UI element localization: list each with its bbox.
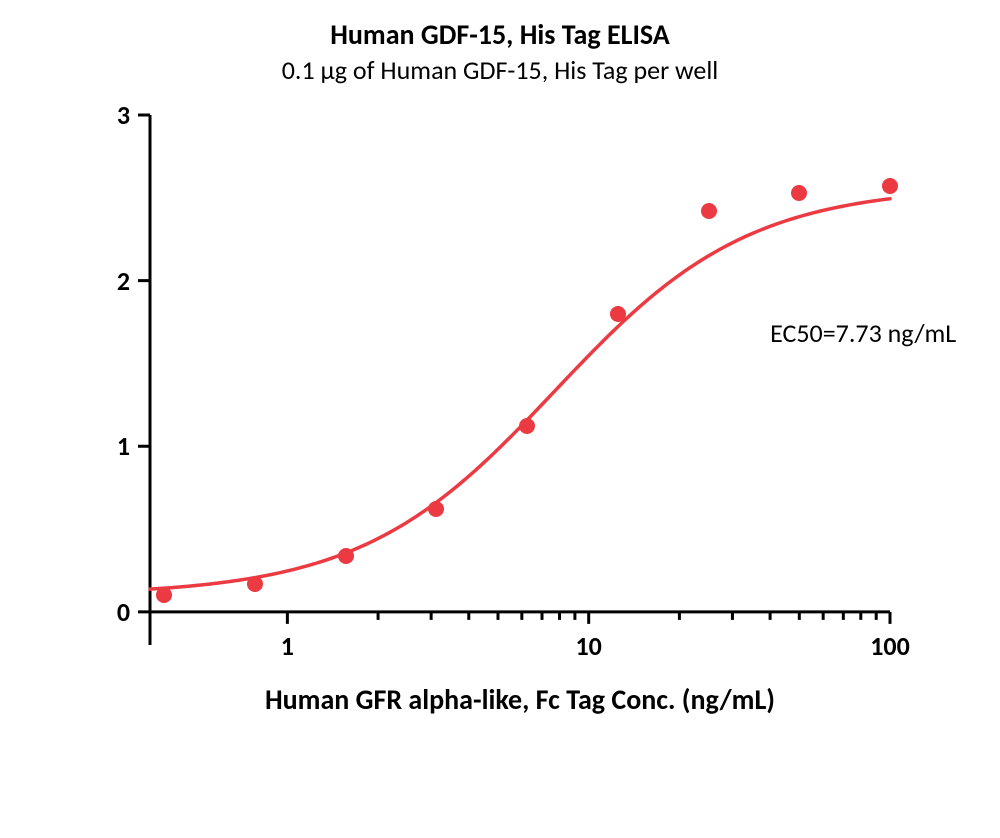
ec50-annotation: EC50=7.73 ng/mL xyxy=(770,317,956,349)
data-point xyxy=(156,587,172,603)
data-point xyxy=(519,418,535,434)
data-point xyxy=(701,203,717,219)
x-tick-label: 100 xyxy=(870,630,910,662)
figure-root: Human GDF-15, His Tag ELISA 0.1 µg of Hu… xyxy=(0,0,1000,838)
data-point xyxy=(247,576,263,592)
y-tick-label: 0 xyxy=(117,596,130,628)
title-main: Human GDF-15, His Tag ELISA xyxy=(0,18,1000,52)
data-point xyxy=(882,178,898,194)
title-sub: 0.1 µg of Human GDF-15, His Tag per well xyxy=(0,54,1000,88)
x-tick-label: 10 xyxy=(576,630,602,662)
fitted-curve xyxy=(150,199,890,589)
x-tick-label: 1 xyxy=(281,630,294,662)
y-tick-label: 1 xyxy=(117,430,130,462)
axes-svg xyxy=(150,115,890,645)
data-point xyxy=(338,548,354,564)
data-point xyxy=(610,306,626,322)
data-point xyxy=(791,185,807,201)
y-tick-label: 3 xyxy=(117,99,130,131)
plot-area: 0123110100EC50=7.73 ng/mL xyxy=(150,115,890,645)
data-point xyxy=(428,501,444,517)
x-axis-label: Human GFR alpha-like, Fc Tag Conc. (ng/m… xyxy=(265,682,775,717)
y-tick-label: 2 xyxy=(117,265,130,297)
title-block: Human GDF-15, His Tag ELISA 0.1 µg of Hu… xyxy=(0,18,1000,87)
